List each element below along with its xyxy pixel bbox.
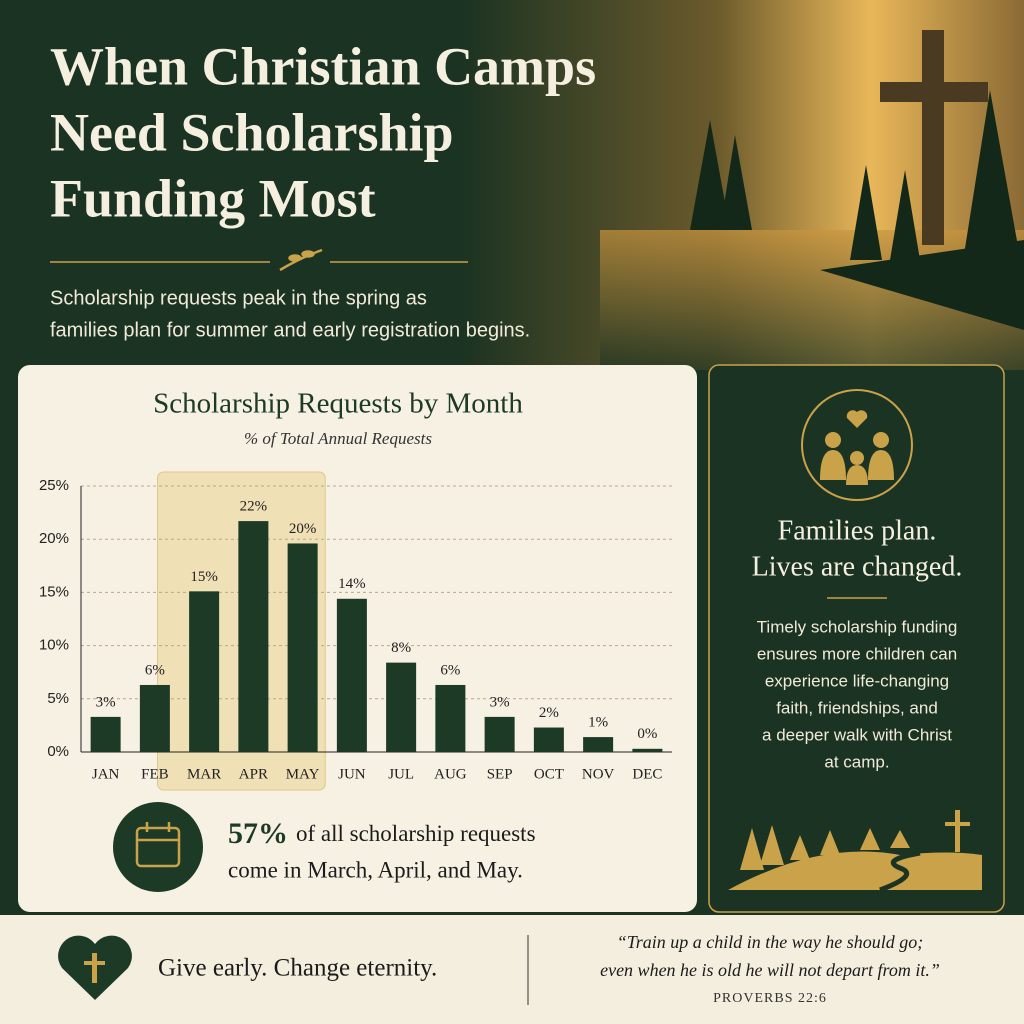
data-label: 0% <box>637 726 657 742</box>
chart-subtitle: % of Total Annual Requests <box>244 429 432 448</box>
bar <box>189 591 220 752</box>
x-tick-label: MAR <box>187 766 221 782</box>
data-label: 6% <box>440 662 460 678</box>
quote-line: even when he is old he will not depart f… <box>600 960 940 980</box>
x-tick-label: DEC <box>632 766 662 782</box>
plot: 0% 5% 10% 15% 20% 25% JAN 3% FEB 6% MAR 15% APR 22% MA… <box>39 471 672 791</box>
title-line: Funding Most <box>50 168 376 228</box>
data-label: 8% <box>391 640 411 656</box>
x-tick-label: MAY <box>286 766 320 782</box>
data-label: 15% <box>190 569 218 585</box>
callout-line: come in March, April, and May. <box>228 857 523 882</box>
title-line: Need Scholarship <box>50 102 454 162</box>
calendar-icon <box>113 802 203 892</box>
panel-body-line: experience life-changing <box>765 671 949 690</box>
x-tick-label: AUG <box>434 766 467 782</box>
footer-slogan: Give early. Change eternity. <box>158 955 437 982</box>
data-label: 2% <box>539 705 559 721</box>
panel-body-line: a deeper walk with Christ <box>762 725 952 744</box>
data-label: 1% <box>588 715 608 731</box>
data-label: 20% <box>289 521 317 537</box>
panel-path <box>879 850 921 893</box>
panel-heading: Families plan. <box>778 515 937 546</box>
bar <box>386 662 417 752</box>
subtitle-line: Scholarship requests peak in the spring … <box>50 287 427 309</box>
title-line: When Christian Camps <box>50 36 596 96</box>
panel-body-line: ensures more children can <box>757 644 957 663</box>
x-tick-label: SEP <box>487 766 513 782</box>
bar <box>533 727 564 752</box>
family-icon <box>801 389 913 501</box>
forest <box>690 90 1024 330</box>
side-panel <box>708 364 1005 913</box>
panel-body-line: faith, friendships, and <box>776 698 938 717</box>
panel-body-line: Timely scholarship funding <box>757 617 958 636</box>
ornament <box>50 248 468 272</box>
chart-title: Scholarship Requests by Month <box>153 388 523 420</box>
panel-body-line: at camp. <box>824 752 889 771</box>
data-label: 3% <box>96 694 116 710</box>
callout-stat: 57% <box>228 817 288 850</box>
y-tick-label: 25% <box>39 477 69 494</box>
bar <box>632 748 663 752</box>
callout-line: 57% of all scholarship requests <box>228 817 536 850</box>
bar <box>435 684 466 752</box>
data-label: 14% <box>338 576 366 592</box>
calendar-glyph <box>135 822 181 868</box>
footer <box>0 915 1024 1024</box>
panel-heading: Lives are changed. <box>752 551 963 582</box>
quote-line: “Train up a child in the way he should g… <box>617 932 924 952</box>
family-glyph <box>820 410 894 485</box>
y-tick-label: 15% <box>39 583 69 600</box>
bar <box>484 716 515 752</box>
bar <box>336 598 367 752</box>
x-tick-label: OCT <box>534 766 564 782</box>
y-tick-label: 20% <box>39 530 69 547</box>
x-tick-label: FEB <box>141 766 169 782</box>
bar <box>238 521 269 752</box>
bar <box>287 543 318 752</box>
x-tick-label: NOV <box>582 766 615 782</box>
x-tick-label: APR <box>239 766 268 782</box>
y-tick-label: 5% <box>47 690 69 707</box>
heart-cross <box>84 953 105 983</box>
y-tick-label: 10% <box>39 637 69 654</box>
data-label: 6% <box>145 662 165 678</box>
bar <box>90 716 121 752</box>
bar <box>583 737 614 752</box>
data-label: 22% <box>240 499 268 515</box>
x-tick-label: JAN <box>92 766 120 782</box>
quote-citation: PROVERBS 22:6 <box>713 991 827 1006</box>
panel-landscape <box>728 810 982 890</box>
bar <box>139 684 170 752</box>
data-label: 3% <box>490 694 510 710</box>
x-tick-label: JUL <box>388 766 414 782</box>
y-tick-label: 0% <box>47 743 69 760</box>
cross <box>880 30 988 245</box>
x-tick-label: JUN <box>338 766 366 782</box>
callout-text: of all scholarship requests <box>296 821 536 846</box>
subtitle-line: families plan for summer and early regis… <box>50 319 530 341</box>
